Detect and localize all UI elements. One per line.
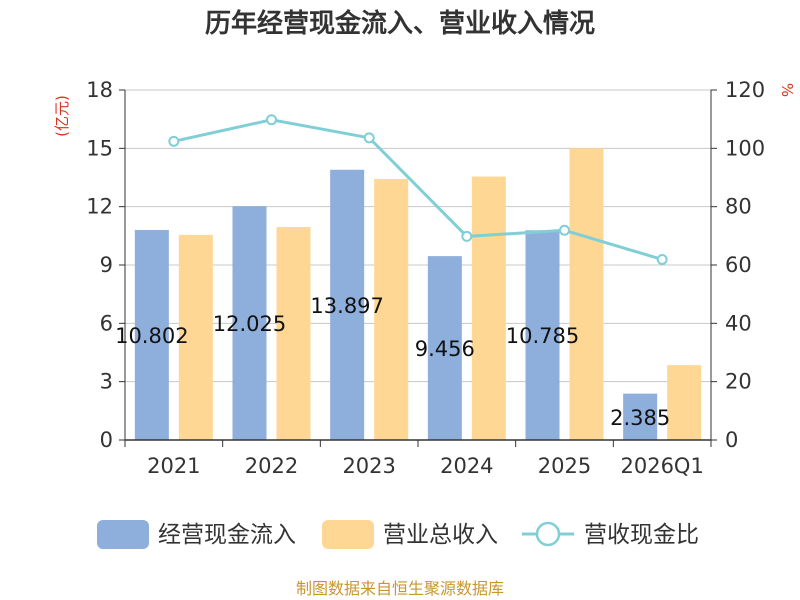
ratio-line-path [173, 118, 663, 261]
ratio-point [656, 253, 668, 265]
ratio-point [461, 230, 473, 242]
axes: 0 3 6 9 12 15 18 0 20 40 60 80 100 120 2021 2022 2023 202… [86, 78, 765, 478]
cash-inflow-bar [134, 229, 169, 440]
cash-inflow-value-label: 12.025 [213, 312, 286, 336]
cash-inflow-value-label: 9.456 [415, 337, 475, 361]
legend-swatch-cash-inflow [97, 520, 149, 549]
left-tick-label: 18 [86, 78, 113, 102]
revenue-bar [178, 234, 213, 440]
right-tick-label: 20 [725, 370, 752, 394]
ratio-point [168, 135, 180, 147]
revenue-bar [471, 176, 506, 440]
left-tick-label: 12 [86, 195, 113, 219]
revenue-bar [374, 179, 409, 441]
legend-label-ratio: 营收现金比 [584, 522, 699, 548]
revenue-bar [667, 365, 702, 440]
legend-label-revenue: 营业总收入 [383, 522, 498, 548]
x-tick-label: 2022 [245, 454, 298, 478]
right-tick-label: 80 [725, 195, 752, 219]
left-tick-label: 6 [100, 311, 113, 335]
left-tick-label: 0 [100, 428, 113, 452]
legend-swatch-revenue [322, 520, 374, 549]
chart-title: 历年经营现金流入、营业收入情况 [205, 8, 595, 39]
cash-inflow-value-label: 13.897 [310, 294, 383, 318]
right-axis-unit: % [778, 83, 796, 97]
x-tick-label: 2026Q1 [620, 454, 703, 478]
legend-label-cash-inflow: 经营现金流入 [158, 522, 296, 548]
x-tick-label: 2024 [440, 454, 493, 478]
grid-lines [125, 89, 711, 383]
left-tick-label: 15 [86, 136, 113, 160]
bars [134, 148, 702, 441]
revenue-bar [569, 148, 604, 441]
revenue-bar [276, 227, 311, 440]
right-tick-label: 100 [725, 136, 765, 160]
right-tick-label: 40 [725, 311, 752, 335]
left-tick-label: 3 [100, 370, 113, 394]
legend-marker-ratio [535, 521, 561, 547]
x-tick-label: 2021 [147, 454, 200, 478]
ratio-line [168, 114, 668, 265]
left-axis-unit: (亿元) [53, 95, 71, 137]
right-tick-label: 120 [725, 78, 765, 102]
right-tick-label: 0 [725, 428, 738, 452]
cash-inflow-value-label: 2.385 [610, 406, 670, 430]
data-labels: 10.802 12.025 13.897 9.456 10.785 2.385 [115, 294, 670, 430]
cash-inflow-bar [330, 169, 365, 440]
left-tick-label: 9 [100, 253, 113, 277]
source-note: 制图数据来自恒生聚源数据库 [296, 579, 504, 598]
cash-inflow-bar [232, 206, 267, 440]
ratio-point [266, 114, 277, 126]
x-tick-label: 2023 [342, 454, 395, 478]
cash-inflow-bar [427, 256, 462, 440]
cash-inflow-bar [623, 393, 658, 440]
right-tick-label: 60 [725, 253, 752, 277]
cash-inflow-bar [525, 230, 560, 440]
x-tick-label: 2025 [538, 454, 591, 478]
ratio-point [559, 224, 570, 236]
cash-inflow-value-label: 10.785 [506, 324, 579, 348]
ratio-point [363, 132, 375, 144]
legend: 经营现金流入 营业总收入 营收现金比 [97, 520, 699, 549]
cash-inflow-value-label: 10.802 [115, 324, 188, 348]
